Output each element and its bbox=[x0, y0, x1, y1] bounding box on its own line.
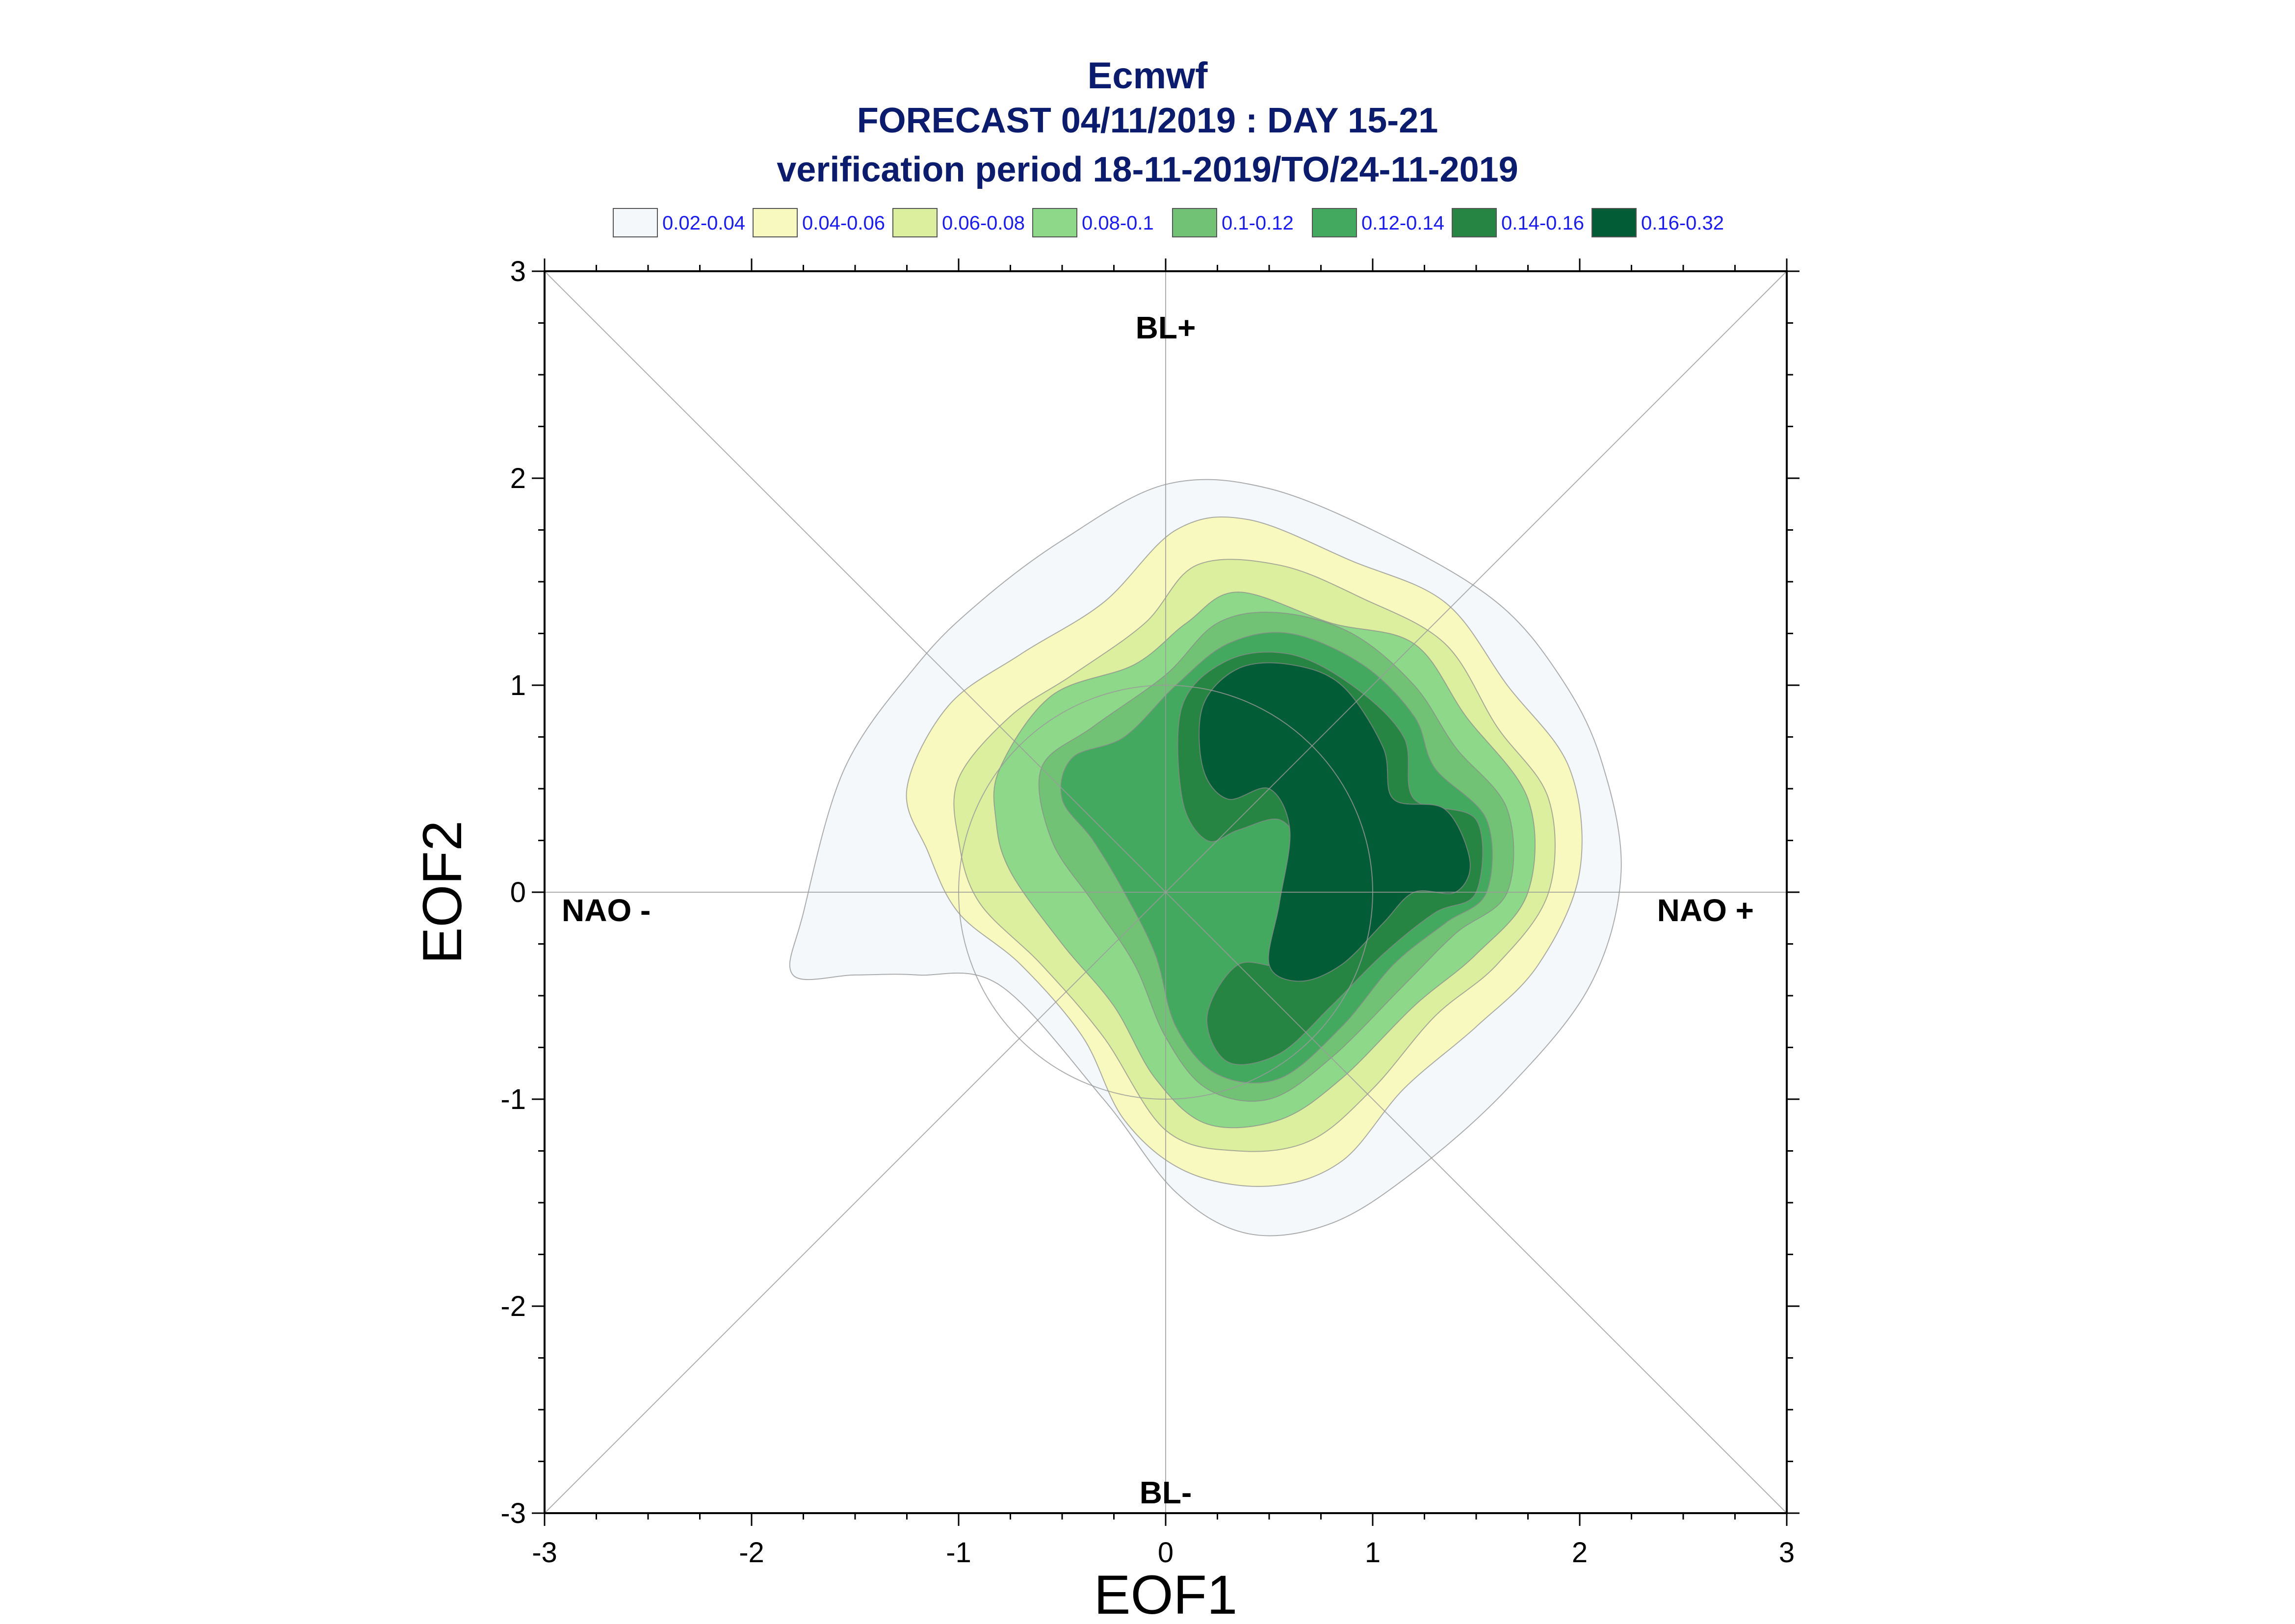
legend-label: 0.12-0.14 bbox=[1361, 212, 1444, 234]
chart-subtitle-2: verification period 18-11-2019/TO/24-11-… bbox=[777, 150, 1518, 189]
plot-area: -3 -2 -1 0 1 2 3 -3 -2 -1 0 1 2 3 bbox=[500, 256, 1799, 1569]
reference-circle bbox=[958, 685, 1373, 1100]
region-label-nao-plus: NAO + bbox=[1657, 893, 1754, 928]
legend-swatch bbox=[892, 208, 938, 237]
y-tick-label: 2 bbox=[510, 463, 526, 494]
legend-swatch bbox=[1591, 208, 1637, 237]
chart-subtitle-1: FORECAST 04/11/2019 : DAY 15-21 bbox=[857, 101, 1438, 140]
y-tick-label: -1 bbox=[500, 1083, 526, 1115]
region-label-nao-minus: NAO - bbox=[562, 893, 651, 928]
x-tick-label: 0 bbox=[1158, 1537, 1174, 1569]
legend-swatch bbox=[1452, 208, 1497, 237]
chart-title: Ecmwf bbox=[1088, 55, 1208, 97]
y-tick-label: 1 bbox=[510, 670, 526, 701]
legend: 0.02-0.04 0.04-0.06 0.06-0.08 0.08-0.1 0.1-0… bbox=[613, 208, 1724, 237]
x-tick-label: -3 bbox=[532, 1537, 557, 1569]
region-label-bl-minus: BL- bbox=[1140, 1475, 1192, 1510]
x-tick-label: 3 bbox=[1779, 1537, 1795, 1569]
y-tick-label: 3 bbox=[510, 256, 526, 287]
legend-label: 0.14-0.16 bbox=[1501, 212, 1584, 234]
x-axis-label: EOF1 bbox=[1094, 1564, 1238, 1624]
x-tick-label: 1 bbox=[1365, 1537, 1381, 1569]
legend-label: 0.16-0.32 bbox=[1641, 212, 1724, 234]
legend-label: 0.06-0.08 bbox=[942, 212, 1025, 234]
legend-swatch bbox=[753, 208, 798, 237]
legend-label: 0.1-0.12 bbox=[1222, 212, 1294, 234]
legend-label: 0.08-0.1 bbox=[1082, 212, 1154, 234]
contour-fills bbox=[789, 479, 1622, 1237]
legend-swatch bbox=[1172, 208, 1217, 237]
region-label-bl-plus: BL+ bbox=[1136, 310, 1196, 345]
y-tick-label: 0 bbox=[510, 876, 526, 908]
x-tick-label: -2 bbox=[739, 1537, 764, 1569]
y-axis-label: EOF2 bbox=[412, 821, 473, 964]
x-tick-label: -1 bbox=[946, 1537, 971, 1569]
reference-lines bbox=[544, 271, 1787, 1514]
contour-level-8 bbox=[1199, 662, 1471, 982]
legend-swatch bbox=[613, 208, 658, 237]
legend-label: 0.04-0.06 bbox=[802, 212, 885, 234]
diagonal-line-up bbox=[544, 271, 1787, 1514]
axis-ticks: -3 -2 -1 0 1 2 3 -3 -2 -1 0 1 2 3 bbox=[500, 256, 1799, 1569]
legend-swatch bbox=[1032, 208, 1077, 237]
legend-swatch bbox=[1312, 208, 1357, 237]
y-tick-label: -3 bbox=[500, 1497, 526, 1529]
x-tick-label: 2 bbox=[1572, 1537, 1588, 1569]
y-tick-label: -2 bbox=[500, 1290, 526, 1322]
legend-label: 0.02-0.04 bbox=[662, 212, 745, 234]
